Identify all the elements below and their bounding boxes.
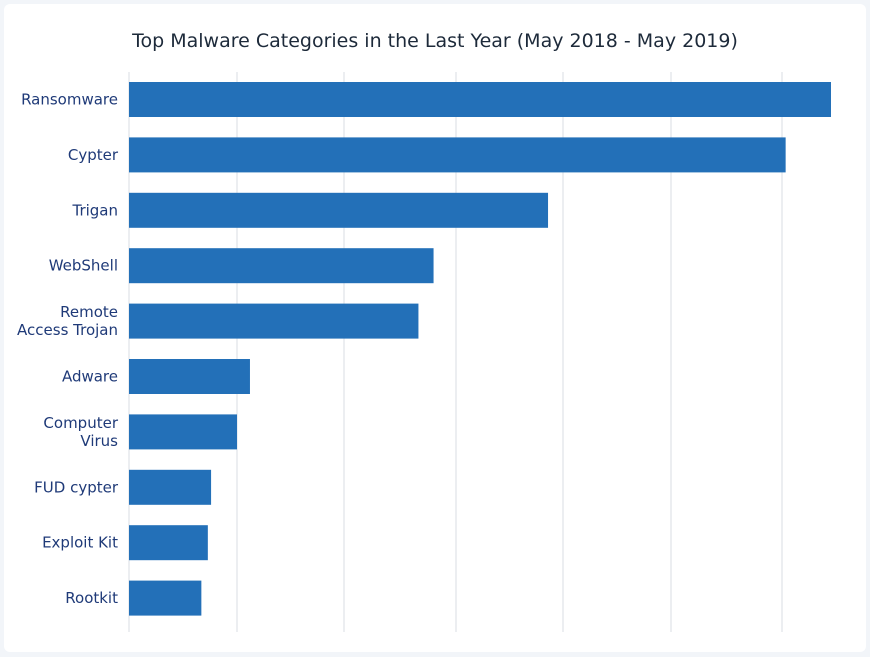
bar-7[interactable] — [129, 469, 212, 505]
category-label-line: Trigan — [71, 201, 118, 219]
category-label-4: Remote Access Trojan — [17, 303, 118, 339]
bar-0[interactable] — [129, 82, 831, 117]
chart-title: Top Malware Categories in the Last Year … — [132, 30, 738, 52]
category-label-line: Adware — [62, 368, 118, 386]
category-label-line: Exploit Kit — [42, 534, 118, 552]
category-label-line: Ransomware — [21, 91, 118, 109]
category-label-6: Computer Virus — [43, 414, 118, 450]
category-label-5: Adware — [62, 368, 118, 386]
category-label-line: FUD cypter — [34, 478, 119, 496]
category-label-line: Cypter — [68, 146, 119, 164]
category-label-1: Cypter — [68, 146, 119, 164]
bar-5[interactable] — [129, 359, 250, 394]
bar-9[interactable] — [129, 580, 202, 616]
bar-3[interactable] — [129, 248, 434, 284]
category-label-9: Rootkit — [65, 589, 118, 607]
category-label-0: Ransomware — [21, 91, 118, 109]
category-label-8: Exploit Kit — [42, 534, 118, 552]
category-label-line: Rootkit — [65, 589, 118, 607]
category-label-line: WebShell — [49, 257, 118, 275]
category-label-line: Virus — [80, 432, 118, 450]
bar-8[interactable] — [129, 525, 208, 561]
bar-6[interactable] — [129, 414, 237, 450]
category-label-line: Access Trojan — [17, 321, 118, 339]
bar-2[interactable] — [129, 192, 549, 228]
bar-1[interactable] — [129, 137, 786, 173]
bar-4[interactable] — [129, 303, 419, 339]
category-label-line: Computer — [43, 414, 118, 432]
category-label-3: WebShell — [49, 257, 118, 275]
category-label-7: FUD cypter — [34, 478, 119, 496]
category-label-2: Trigan — [71, 201, 118, 219]
category-label-line: Remote — [60, 303, 118, 321]
